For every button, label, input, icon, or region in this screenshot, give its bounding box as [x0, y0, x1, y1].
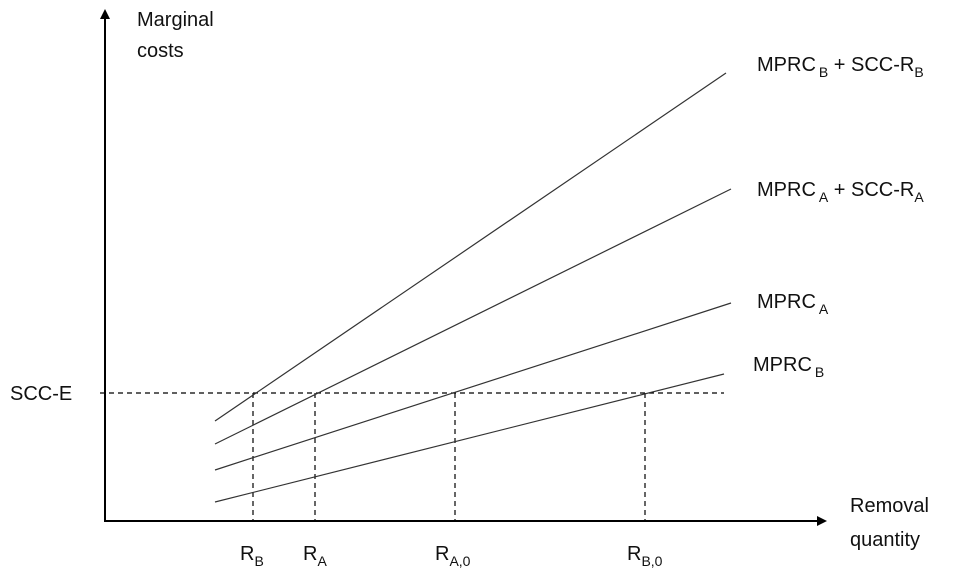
marker-ra0: RA,0 — [435, 543, 471, 569]
x-axis-label-line2: quantity — [850, 529, 920, 551]
curve-mprc-b — [214, 373, 725, 503]
curve-mprc-a — [214, 302, 732, 471]
x-axis-label-line1: Removal — [850, 495, 929, 517]
marker-rb: RB — [240, 543, 264, 569]
y-axis-label-line1: Marginal — [137, 9, 214, 31]
marker-rb0: RB,0 — [627, 543, 663, 569]
label-mprc-a-plus-scc-ra: MPRC A + SCC-RA — [757, 179, 924, 205]
label-mprc-a: MPRC A — [757, 291, 829, 317]
label-mprc-b: MPRC B — [753, 354, 824, 380]
scc-e-label: SCC-E — [10, 383, 72, 405]
curve-mprc-b-plus-scc-rb — [214, 72, 727, 422]
label-mprc-b-plus-scc-rb: MPRC B + SCC-RB — [757, 54, 924, 80]
curve-mprc-a-plus-scc-ra — [214, 188, 732, 445]
marker-ra: RA — [303, 543, 327, 569]
y-axis-label-line2: costs — [137, 40, 184, 62]
